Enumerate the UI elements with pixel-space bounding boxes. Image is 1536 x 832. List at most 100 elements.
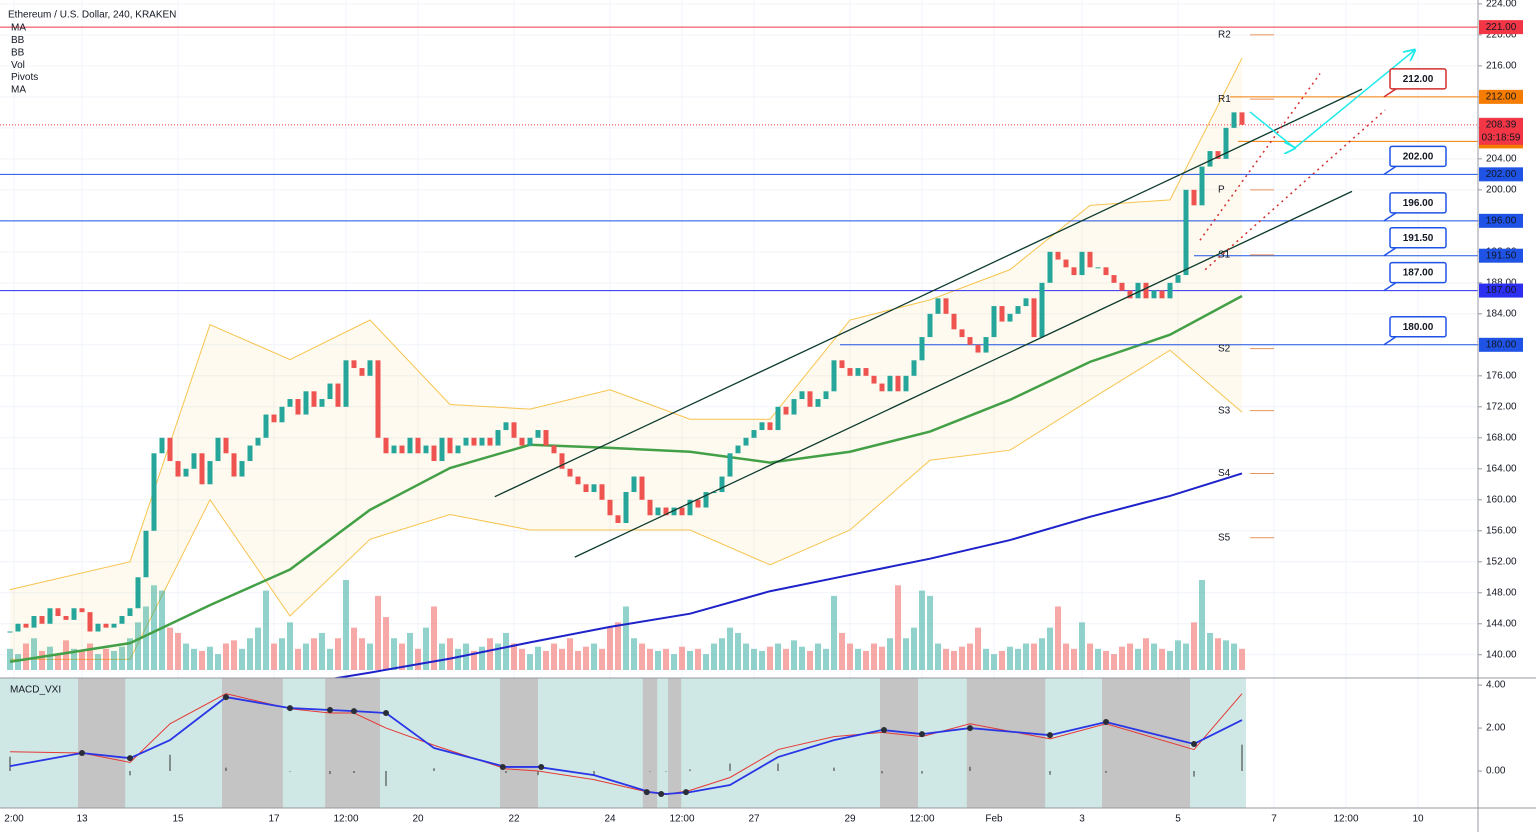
callout-pointer: [1383, 88, 1397, 98]
volume-bar: [343, 580, 349, 670]
candle: [343, 360, 349, 407]
volume-bar: [191, 648, 197, 670]
volume-bar: [807, 650, 813, 670]
candle: [751, 430, 757, 438]
candle: [71, 608, 77, 620]
volume-bar: [679, 646, 685, 670]
volume-bar: [1223, 640, 1229, 670]
macd-signal-line: [9, 693, 1243, 796]
candle: [1183, 189, 1189, 276]
volume-bar: [871, 643, 877, 670]
macd-title: MACD_VXI: [10, 685, 61, 696]
macd-zone: [325, 678, 380, 808]
trendline: [1199, 73, 1321, 241]
level-axis-box: [1479, 337, 1523, 352]
volume-bar: [1071, 648, 1077, 670]
candle: [623, 492, 629, 524]
candle: [39, 616, 45, 624]
candle: [831, 360, 837, 392]
candle: [655, 507, 661, 516]
level-axis-label: 221.00: [1486, 22, 1517, 33]
candle: [415, 437, 421, 454]
volume-bar: [1135, 648, 1141, 670]
callout-pointer: [1383, 247, 1397, 257]
candle: [1191, 189, 1197, 206]
volume-bar: [351, 627, 357, 670]
candle: [127, 608, 133, 617]
x-tick-label: 22: [508, 814, 520, 825]
macd-line: [9, 696, 1243, 795]
volume-bar: [279, 638, 285, 670]
volume-bar: [303, 643, 309, 670]
volume-bar: [415, 648, 421, 670]
volume-bar: [983, 648, 989, 670]
candle: [159, 437, 165, 454]
candle: [191, 453, 197, 469]
candle: [351, 360, 357, 369]
candle: [1231, 112, 1237, 128]
volume-bar: [671, 654, 677, 670]
callout-pointer: [1383, 165, 1397, 175]
candle: [167, 437, 173, 462]
candle: [615, 515, 621, 524]
volume-bar: [399, 643, 405, 670]
y-tick-label: 188.00: [1486, 277, 1517, 288]
volume-bar: [1007, 646, 1013, 670]
candle: [583, 484, 589, 493]
volume-bar: [263, 590, 269, 670]
candle: [463, 437, 469, 446]
volume-bar: [927, 595, 933, 670]
macd-y-tick-label: 4.00: [1486, 680, 1506, 691]
candle: [439, 437, 445, 462]
callout-pointer: [1383, 212, 1397, 222]
macd-zone: [966, 678, 1046, 808]
x-tick-label: 2:00: [4, 814, 24, 825]
volume-bar: [135, 622, 141, 670]
volume-bar: [735, 632, 741, 670]
volume-bar: [775, 643, 781, 670]
volume-bar: [167, 627, 173, 670]
volume-bar: [583, 646, 589, 670]
x-tick-label: 12:00: [669, 814, 694, 825]
macd-zone: [642, 678, 658, 808]
candle: [287, 399, 293, 407]
volume-bar: [743, 643, 749, 670]
callout-label: 191.50: [1403, 233, 1434, 244]
candle: [447, 437, 453, 454]
candle: [207, 461, 213, 485]
callout-box: [1389, 68, 1447, 90]
volume-bar: [623, 606, 629, 670]
candle: [783, 406, 789, 415]
x-tick-label: 13: [76, 814, 88, 825]
candle: [431, 445, 437, 462]
macd-cross: [287, 705, 293, 712]
macd-cross: [643, 789, 650, 796]
candle: [919, 337, 925, 361]
candle: [759, 422, 765, 431]
candle: [247, 445, 253, 462]
volume-bar: [703, 654, 709, 670]
candle: [79, 608, 85, 613]
volume-bar: [199, 650, 205, 670]
moving-average: [330, 472, 1243, 678]
x-tick-label: 5: [1175, 814, 1181, 825]
volume-bar: [999, 650, 1005, 670]
indicator-label: Vol: [11, 60, 25, 71]
candle: [151, 453, 157, 531]
volume-bar: [663, 648, 669, 670]
volume-bar: [1231, 643, 1237, 670]
candle: [119, 616, 125, 624]
level-axis-label: 202.00: [1486, 169, 1517, 180]
volume-bar: [823, 648, 829, 670]
candle: [983, 337, 989, 353]
level-axis-label: 187.00: [1486, 285, 1517, 296]
candle: [799, 391, 805, 400]
volume-bar: [607, 627, 613, 670]
macd-zone: [880, 678, 918, 808]
volume-bar: [551, 643, 557, 670]
pivot-label: S2: [1218, 343, 1231, 354]
candle: [23, 623, 29, 628]
volume-bar: [231, 640, 237, 670]
volume-bar: [295, 648, 301, 670]
